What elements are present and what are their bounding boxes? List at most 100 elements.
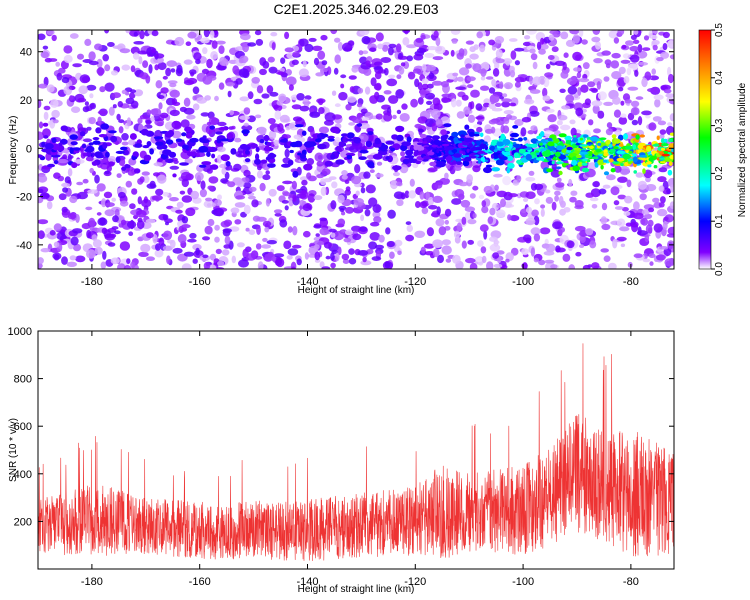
spectrogram-cell — [433, 139, 441, 146]
spectrogram-cell — [153, 162, 164, 167]
spectrogram-cell — [652, 44, 658, 51]
spectrogram-cell — [341, 174, 348, 180]
spectrogram-cell — [408, 156, 414, 164]
spectrogram-cell — [500, 133, 506, 140]
spectrogram-cell — [64, 176, 71, 184]
spectrogram-cell — [108, 106, 115, 116]
spectrogram-cell — [494, 116, 506, 126]
spectrogram-cell — [220, 154, 230, 162]
spectrogram-cell — [120, 219, 127, 226]
spectrogram-cell — [38, 99, 42, 108]
spectrogram-cell — [566, 146, 573, 151]
spectrogram-cell — [150, 116, 155, 122]
spectrogram-cell — [162, 230, 173, 241]
spectrogram-cell — [605, 139, 611, 145]
spectrogram-cell — [273, 253, 285, 258]
spectrogram-cell — [265, 156, 271, 161]
spectrogram-cell — [456, 111, 465, 119]
spectrogram-cell — [608, 144, 613, 148]
spectrogram-cell — [96, 183, 106, 192]
spectrogram-cell — [481, 206, 489, 214]
spectrogram-cell — [256, 85, 264, 94]
spectrogram-cell — [42, 128, 51, 138]
spectrogram-cell — [38, 257, 44, 265]
spectrogram-cell — [659, 129, 667, 135]
spectrogram-cell — [419, 191, 425, 200]
spectrogram-cell — [375, 82, 382, 91]
spectrogram-cell — [465, 63, 472, 69]
spectrogram-cell — [217, 121, 227, 127]
spectrogram-cell — [192, 86, 200, 95]
spectrogram-cell — [151, 48, 156, 54]
spectrogram-cell — [104, 82, 115, 92]
spectrogram-cell — [587, 162, 597, 171]
spectrogram-cell — [435, 218, 445, 227]
spectrogram-cell — [359, 56, 368, 64]
spectrogram-cell — [542, 150, 551, 157]
spectrogram-cell — [123, 265, 132, 269]
spectrogram-cell — [437, 161, 446, 168]
spectrogram-cell — [424, 251, 435, 256]
spectrogram-cell — [374, 137, 381, 145]
spectrogram-cell — [203, 261, 211, 269]
spectrogram-cell — [544, 259, 555, 264]
spectrogram-cell — [193, 52, 202, 61]
spectrogram-cell — [496, 204, 503, 209]
spectrogram-cell — [569, 196, 577, 203]
spectrogram-cell — [167, 80, 178, 85]
spectrogram-cell — [663, 138, 668, 143]
spectrogram-cell — [58, 193, 67, 201]
spectrogram-cell — [386, 78, 398, 87]
spectrogram-cell — [377, 43, 384, 50]
spectrogram-cell — [441, 245, 452, 255]
spectrogram-cell — [414, 123, 423, 129]
spectrogram-cell — [488, 87, 496, 94]
spectrogram-cell — [219, 163, 227, 169]
spectrogram-cell — [606, 174, 616, 181]
spectrogram-cell — [400, 192, 406, 200]
spectrogram-cell — [669, 132, 674, 136]
spectrogram-cell — [483, 230, 488, 240]
spectrogram-cell — [284, 31, 290, 40]
spectrogram-cell — [180, 171, 192, 181]
spectrogram-cell — [231, 125, 236, 130]
spectrogram-cell — [604, 59, 612, 66]
spectrogram-cell — [601, 202, 608, 211]
spectrogram-cell — [432, 70, 439, 75]
spectrogram-cell — [119, 48, 131, 54]
spectrogram-cell — [189, 69, 197, 75]
spectrogram-cell — [268, 188, 277, 197]
spectrogram-cell — [623, 133, 628, 140]
spectrogram-cell — [107, 42, 115, 47]
spectrogram-cell — [131, 188, 138, 195]
spectrogram-cell — [119, 241, 131, 251]
spectrogram-cell — [619, 165, 630, 176]
spectrogram-cell — [357, 87, 364, 94]
spectrogram-cell — [76, 181, 84, 186]
spectrogram-cell — [138, 56, 143, 65]
spectrogram-cell — [88, 117, 96, 125]
spectrogram-cell — [359, 226, 368, 232]
spectrogram-cell — [414, 78, 420, 88]
spectrogram-cell — [202, 135, 207, 140]
spectrogram-cell — [506, 167, 511, 174]
spectrogram-cell — [495, 58, 505, 64]
spectrogram-cell — [671, 148, 674, 153]
spectrogram-cell — [530, 143, 538, 148]
spectrogram-cell — [100, 261, 107, 269]
spectrogram-cell — [669, 201, 674, 209]
spectrogram-cell — [221, 167, 227, 175]
spectrogram-cell — [215, 248, 222, 255]
spectrogram-cell — [582, 158, 588, 162]
spectrogram-cell — [416, 146, 425, 151]
spectrogram-cell — [393, 172, 400, 177]
spectrogram-cell — [643, 213, 653, 219]
spectrogram-cell — [63, 45, 73, 54]
spectrogram-cell — [309, 111, 321, 118]
spectrogram-cell — [53, 223, 62, 232]
spectrogram-cell — [145, 119, 153, 124]
spectrogram-cell — [283, 240, 292, 250]
spectrogram-cell — [375, 32, 384, 42]
spectrogram-cell — [205, 197, 213, 202]
spectrogram-cell — [315, 138, 322, 143]
